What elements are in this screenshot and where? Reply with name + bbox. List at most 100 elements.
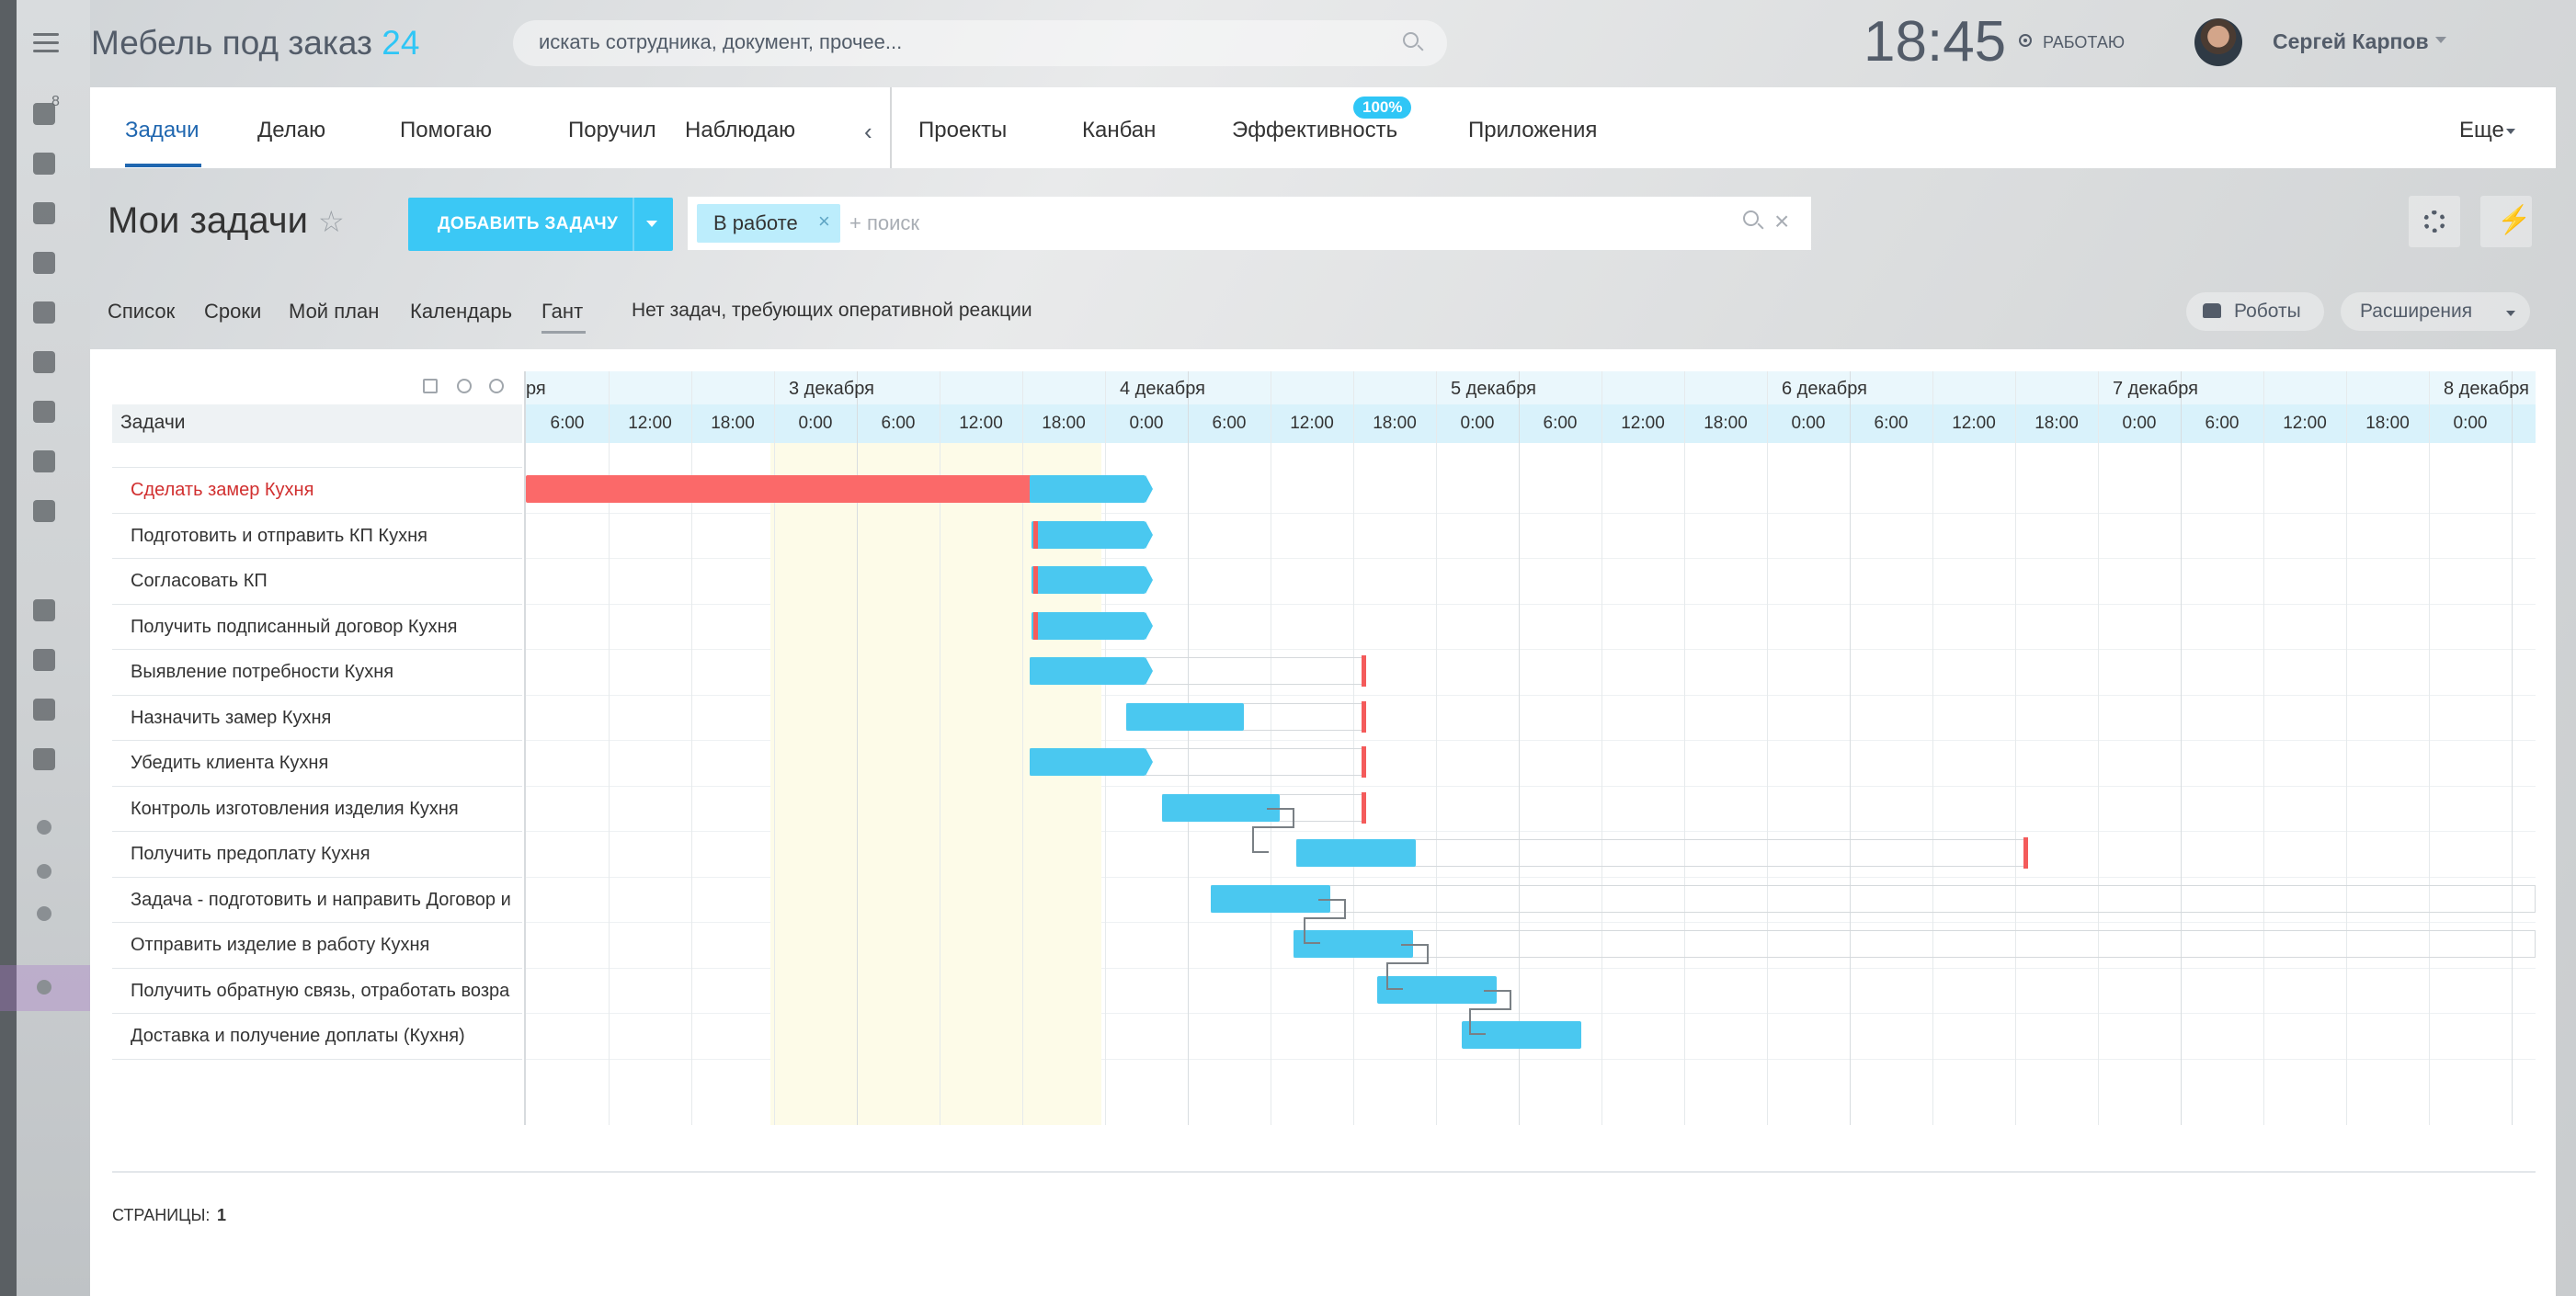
search-icon[interactable] bbox=[1403, 32, 1419, 48]
star-icon[interactable]: ☆ bbox=[318, 205, 345, 238]
task-bar[interactable] bbox=[1296, 839, 1416, 867]
chevron-down-icon[interactable] bbox=[2435, 37, 2446, 43]
add-task-label[interactable]: ДОБАВИТЬ ЗАДАЧУ bbox=[438, 214, 619, 233]
task-row-divider bbox=[112, 649, 522, 650]
pages-number[interactable]: 1 bbox=[217, 1206, 227, 1224]
tabs-collapse-arrow[interactable]: ‹ bbox=[864, 118, 872, 145]
user-name[interactable]: Сергей Карпов bbox=[2273, 29, 2429, 53]
view-deadlines[interactable]: Сроки bbox=[204, 300, 262, 323]
crown-icon[interactable] bbox=[37, 980, 51, 995]
view-my-plan[interactable]: Мой план bbox=[289, 300, 380, 323]
global-search[interactable] bbox=[513, 20, 1447, 66]
tab-efficiency[interactable]: Эффективность bbox=[1232, 118, 1398, 142]
extensions-label[interactable]: Расширения bbox=[2360, 301, 2473, 322]
tab-tasks[interactable]: Задачи bbox=[125, 118, 199, 142]
flash-icon[interactable]: ⚡ bbox=[2497, 205, 2532, 235]
close-icon[interactable]: × bbox=[818, 210, 830, 233]
clock-icon[interactable] bbox=[33, 252, 55, 274]
chevron-down-icon[interactable] bbox=[2506, 311, 2515, 316]
tab-watching[interactable]: Наблюдаю bbox=[685, 118, 796, 142]
filter-search-input[interactable]: + поиск bbox=[849, 211, 920, 234]
task-bar[interactable] bbox=[1030, 475, 1153, 503]
robot-icon[interactable] bbox=[2203, 303, 2221, 318]
task-bar[interactable] bbox=[1030, 748, 1153, 776]
task-row-name[interactable]: Сделать замер Кухня bbox=[131, 480, 314, 500]
hour-label: 0:00 bbox=[2122, 414, 2157, 433]
avatar[interactable] bbox=[2194, 18, 2242, 66]
flash-button[interactable] bbox=[2480, 196, 2532, 247]
tab-projects[interactable]: Проекты bbox=[918, 118, 1008, 142]
task-row-name[interactable]: Согласовать КП bbox=[131, 571, 268, 591]
work-status[interactable]: РАБОТАЮ bbox=[2043, 33, 2126, 51]
tab-doing[interactable]: Делаю bbox=[257, 118, 326, 142]
settings-small-icon[interactable] bbox=[37, 864, 51, 879]
task-bar[interactable] bbox=[1377, 975, 1497, 1004]
view-list[interactable]: Список bbox=[108, 300, 176, 323]
zoom-out-icon[interactable] bbox=[489, 379, 504, 393]
task-bar-overdue[interactable] bbox=[526, 475, 1032, 503]
filter-box[interactable] bbox=[688, 197, 1811, 250]
task-row-name[interactable]: Задача - подготовить и направить Договор… bbox=[131, 889, 511, 910]
tasks-column-header bbox=[112, 404, 522, 443]
sync-icon[interactable] bbox=[33, 699, 55, 721]
add-task-menu-icon[interactable] bbox=[646, 221, 657, 227]
tasks-icon[interactable] bbox=[33, 153, 55, 175]
chevron-down-icon[interactable] bbox=[2506, 129, 2515, 134]
task-row-name[interactable]: Получить подписанный договор Кухня bbox=[131, 616, 458, 637]
add-task-button[interactable] bbox=[408, 198, 673, 251]
task-row-name[interactable]: Получить предоплату Кухня bbox=[131, 844, 370, 864]
task-row-name[interactable]: Получить обратную связь, отработать возр… bbox=[131, 980, 510, 1001]
print-icon[interactable] bbox=[423, 379, 438, 393]
search-input[interactable]: искать сотрудника, документ, прочее... bbox=[539, 30, 903, 53]
task-bar[interactable] bbox=[1162, 793, 1280, 822]
task-row-name[interactable]: Назначить замер Кухня bbox=[131, 707, 332, 728]
down-icon[interactable] bbox=[33, 748, 55, 770]
tab-helping[interactable]: Помогаю bbox=[400, 118, 493, 142]
tab-kanban[interactable]: Канбан bbox=[1082, 118, 1157, 142]
plus-icon[interactable] bbox=[37, 906, 51, 921]
contact-icon[interactable] bbox=[33, 649, 55, 671]
tab-apps[interactable]: Приложения bbox=[1468, 118, 1598, 142]
task-bar[interactable] bbox=[1032, 566, 1153, 594]
hour-label: 0:00 bbox=[2453, 414, 2488, 433]
task-bar[interactable] bbox=[1032, 611, 1153, 640]
store-icon[interactable] bbox=[33, 450, 55, 472]
zoom-in-icon[interactable] bbox=[457, 379, 472, 393]
logo[interactable]: Мебель под заказ 24 bbox=[91, 24, 420, 62]
tab-more[interactable]: Еще bbox=[2459, 118, 2504, 142]
gear-icon[interactable] bbox=[2423, 210, 2445, 233]
close-icon[interactable]: × bbox=[1774, 207, 1790, 235]
burger-icon[interactable] bbox=[33, 33, 59, 58]
task-row-name[interactable]: Отправить изделие в работу Кухня bbox=[131, 935, 430, 955]
day-label: 3 декабря bbox=[789, 379, 874, 399]
task-row-name[interactable]: Подготовить и отправить КП Кухня bbox=[131, 525, 427, 546]
task-row-name[interactable]: Выявление потребности Кухня bbox=[131, 662, 394, 682]
work-status-icon[interactable] bbox=[2019, 34, 2032, 47]
mail-icon[interactable] bbox=[33, 351, 55, 373]
robot-side-icon[interactable] bbox=[33, 401, 55, 423]
task-bar[interactable] bbox=[1294, 930, 1413, 958]
view-calendar[interactable]: Календарь bbox=[410, 300, 513, 323]
search-icon[interactable] bbox=[1743, 210, 1759, 226]
target-icon[interactable] bbox=[33, 202, 55, 224]
extensions-button[interactable] bbox=[2341, 292, 2530, 331]
task-bar[interactable] bbox=[1211, 884, 1330, 913]
task-row-name[interactable]: Убедить клиента Кухня bbox=[131, 753, 329, 773]
task-row-name[interactable]: Доставка и получение доплаты (Кухня) bbox=[131, 1026, 465, 1046]
view-gantt[interactable]: Гант bbox=[541, 300, 584, 323]
filter-chip[interactable] bbox=[697, 204, 840, 243]
structure-icon[interactable] bbox=[37, 820, 51, 835]
grid-icon[interactable] bbox=[33, 599, 55, 621]
cart-icon[interactable] bbox=[33, 500, 55, 522]
tab-assigned[interactable]: Поручил bbox=[568, 118, 656, 142]
task-bar[interactable] bbox=[1032, 520, 1153, 549]
robots-label[interactable]: Роботы bbox=[2234, 301, 2301, 322]
chart-icon[interactable] bbox=[33, 301, 55, 324]
task-row-name[interactable]: Контроль изготовления изделия Кухня bbox=[131, 798, 459, 819]
task-row-divider bbox=[112, 603, 522, 605]
task-bar[interactable] bbox=[1462, 1021, 1581, 1049]
task-bar[interactable] bbox=[1030, 657, 1153, 685]
filter-icon[interactable] bbox=[33, 103, 55, 125]
task-bar[interactable] bbox=[1126, 702, 1244, 731]
hour-label: 18:00 bbox=[1704, 414, 1748, 433]
